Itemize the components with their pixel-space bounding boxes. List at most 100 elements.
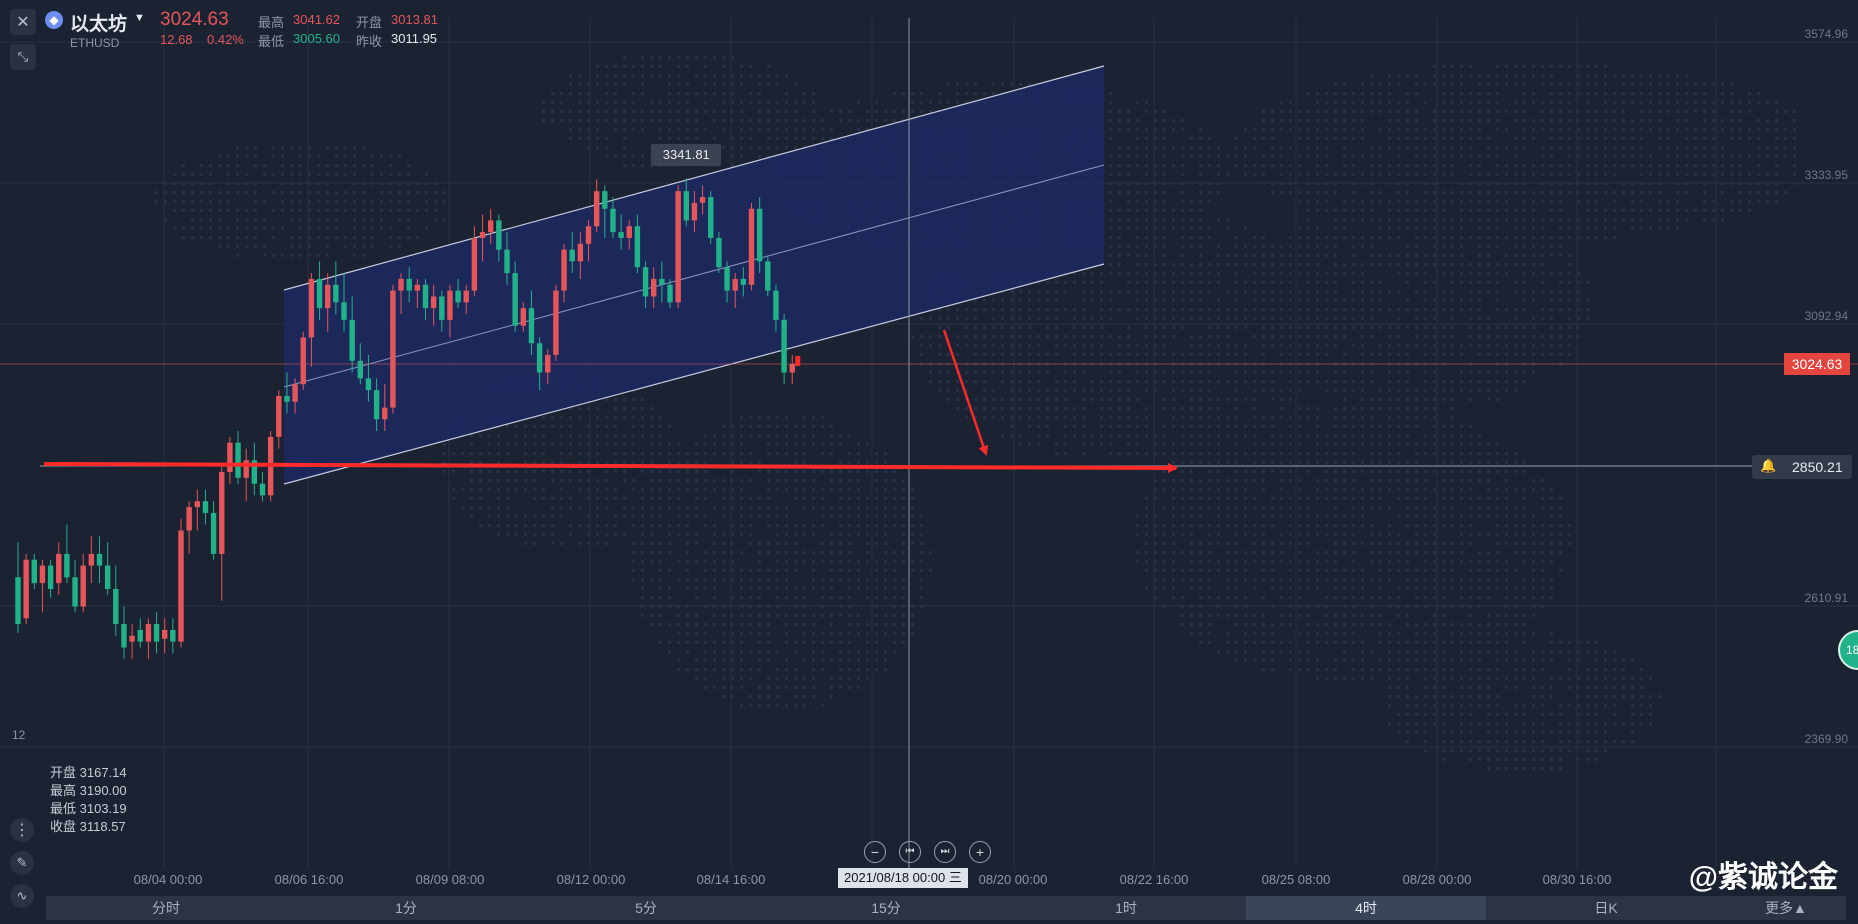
map-dot xyxy=(731,596,734,599)
map-dot xyxy=(1190,578,1193,581)
map-dot xyxy=(1199,497,1202,500)
map-dot xyxy=(1487,533,1490,536)
map-dot xyxy=(1145,164,1148,167)
map-dot xyxy=(1406,524,1409,527)
map-dot xyxy=(290,218,293,221)
map-dot xyxy=(1460,146,1463,149)
map-dot xyxy=(1280,596,1283,599)
map-dot xyxy=(1235,263,1238,266)
map-dot xyxy=(1136,209,1139,212)
map-dot xyxy=(776,686,779,689)
map-dot xyxy=(956,353,959,356)
map-dot xyxy=(218,218,221,221)
map-dot xyxy=(1235,515,1238,518)
map-dot xyxy=(236,191,239,194)
map-dot xyxy=(1118,128,1121,131)
map-dot xyxy=(1379,641,1382,644)
map-dot xyxy=(1307,290,1310,293)
map-dot xyxy=(1406,686,1409,689)
map-dot xyxy=(1082,308,1085,311)
map-dot xyxy=(1469,488,1472,491)
map-dot xyxy=(623,164,626,167)
map-dot xyxy=(1469,317,1472,320)
map-dot xyxy=(875,110,878,113)
map-dot xyxy=(281,191,284,194)
map-dot xyxy=(1505,452,1508,455)
map-dot xyxy=(704,677,707,680)
map-dot xyxy=(362,200,365,203)
map-dot xyxy=(1433,398,1436,401)
map-dot xyxy=(1505,335,1508,338)
map-dot xyxy=(1226,596,1229,599)
map-dot xyxy=(1442,218,1445,221)
map-dot xyxy=(1298,137,1301,140)
map-dot xyxy=(1361,497,1364,500)
map-dot xyxy=(1478,299,1481,302)
map-dot xyxy=(848,470,851,473)
map-dot xyxy=(1451,128,1454,131)
map-dot xyxy=(767,74,770,77)
map-dot xyxy=(1496,245,1499,248)
map-dot xyxy=(713,542,716,545)
map-dot xyxy=(812,443,815,446)
map-dot xyxy=(1469,101,1472,104)
map-dot xyxy=(1271,254,1274,257)
map-dot xyxy=(857,578,860,581)
map-dot xyxy=(1343,488,1346,491)
map-dot xyxy=(1307,371,1310,374)
map-dot xyxy=(1262,623,1265,626)
map-dot xyxy=(1442,209,1445,212)
map-dot xyxy=(1379,587,1382,590)
map-dot xyxy=(1217,335,1220,338)
map-dot xyxy=(605,146,608,149)
map-dot xyxy=(713,83,716,86)
map-dot xyxy=(1379,218,1382,221)
map-dot xyxy=(785,119,788,122)
map-dot xyxy=(677,488,680,491)
map-dot xyxy=(1352,641,1355,644)
map-dot xyxy=(1244,551,1247,554)
map-dot xyxy=(1460,65,1463,68)
map-dot xyxy=(857,659,860,662)
map-dot xyxy=(1091,380,1094,383)
map-dot xyxy=(1100,290,1103,293)
map-dot xyxy=(1451,236,1454,239)
map-dot xyxy=(1406,722,1409,725)
map-dot xyxy=(731,461,734,464)
map-dot xyxy=(1010,335,1013,338)
map-dot xyxy=(1028,416,1031,419)
map-dot xyxy=(1235,308,1238,311)
map-dot xyxy=(1280,650,1283,653)
map-dot xyxy=(389,236,392,239)
map-dot xyxy=(722,506,725,509)
map-dot xyxy=(1316,569,1319,572)
map-dot xyxy=(1442,398,1445,401)
map-dot xyxy=(596,443,599,446)
map-dot xyxy=(632,524,635,527)
map-dot xyxy=(650,542,653,545)
map-dot xyxy=(857,668,860,671)
map-dot xyxy=(1262,236,1265,239)
map-dot xyxy=(677,452,680,455)
map-dot xyxy=(1397,650,1400,653)
map-dot xyxy=(1487,74,1490,77)
map-dot xyxy=(1523,263,1526,266)
map-dot xyxy=(1352,110,1355,113)
map-dot xyxy=(1208,200,1211,203)
map-dot xyxy=(1523,245,1526,248)
map-dot xyxy=(776,137,779,140)
map-dot xyxy=(1154,137,1157,140)
map-dot xyxy=(1325,677,1328,680)
map-dot xyxy=(236,209,239,212)
map-dot xyxy=(1127,245,1130,248)
map-dot xyxy=(920,317,923,320)
map-dot xyxy=(344,164,347,167)
map-dot xyxy=(362,191,365,194)
map-dot xyxy=(1487,83,1490,86)
map-dot xyxy=(911,506,914,509)
map-dot xyxy=(1136,263,1139,266)
map-dot xyxy=(731,686,734,689)
map-dot xyxy=(1352,245,1355,248)
